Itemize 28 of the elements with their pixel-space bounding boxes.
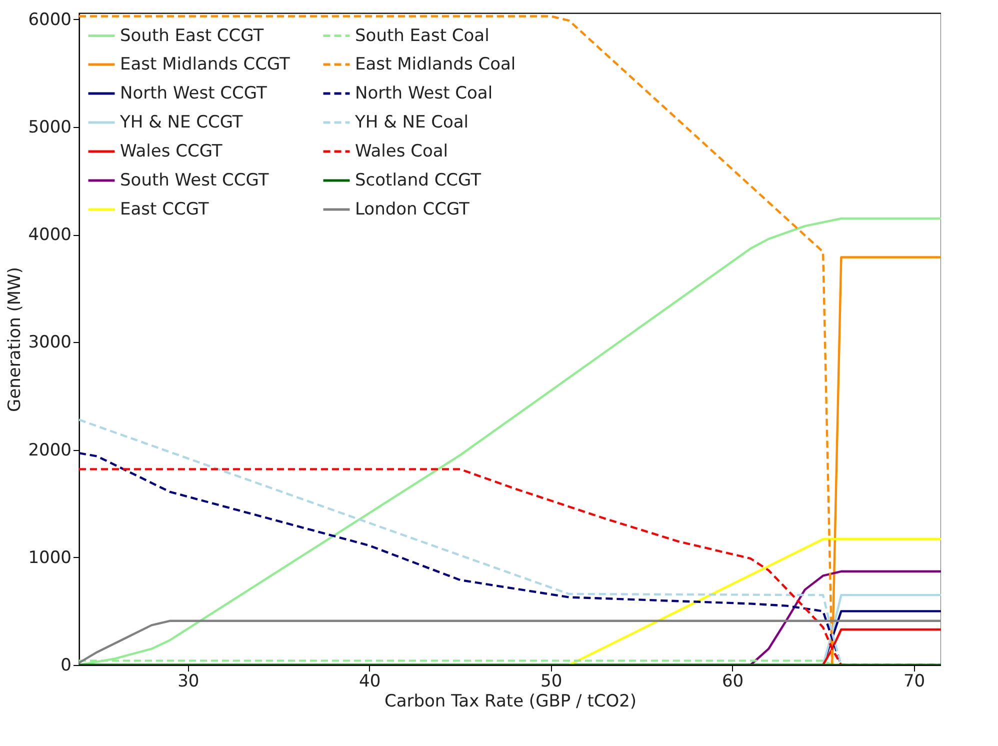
legend-label: Wales CCGT xyxy=(120,142,223,162)
legend-label: North West CCGT xyxy=(120,84,268,104)
x-tick-label: 70 xyxy=(903,672,926,692)
legend-label: East CCGT xyxy=(120,200,210,220)
legend-label: Scotland CCGT xyxy=(355,170,482,190)
y-tick-label: 0 xyxy=(60,656,72,676)
x-tick-label: 50 xyxy=(540,672,562,692)
x-tick-label: 30 xyxy=(178,672,200,692)
legend-label: East Midlands Coal xyxy=(355,54,516,74)
legend-label: South East Coal xyxy=(355,26,490,46)
x-tick-label: 40 xyxy=(359,672,381,692)
legend-label: London CCGT xyxy=(355,200,470,220)
x-axis-title: Carbon Tax Rate (GBP / tCO2) xyxy=(384,692,637,712)
y-tick-label: 6000 xyxy=(28,10,72,30)
legend-label: North West Coal xyxy=(355,84,493,104)
y-axis-title: Generation (MW) xyxy=(5,267,26,412)
y-tick-label: 2000 xyxy=(28,440,72,460)
legend-label: YH & NE CCGT xyxy=(119,112,244,132)
legend-label: YH & NE Coal xyxy=(354,112,469,132)
y-tick-label: 5000 xyxy=(28,118,72,138)
y-tick-label: 1000 xyxy=(28,548,72,568)
legend-label: South West CCGT xyxy=(120,170,270,190)
legend-label: East Midlands CCGT xyxy=(120,54,291,74)
y-tick-label: 3000 xyxy=(28,332,72,353)
x-tick-label: 60 xyxy=(722,672,744,692)
y-tick-label: 4000 xyxy=(28,225,72,246)
legend-label: South East CCGT xyxy=(120,26,264,46)
legend-label: Wales Coal xyxy=(355,142,448,162)
